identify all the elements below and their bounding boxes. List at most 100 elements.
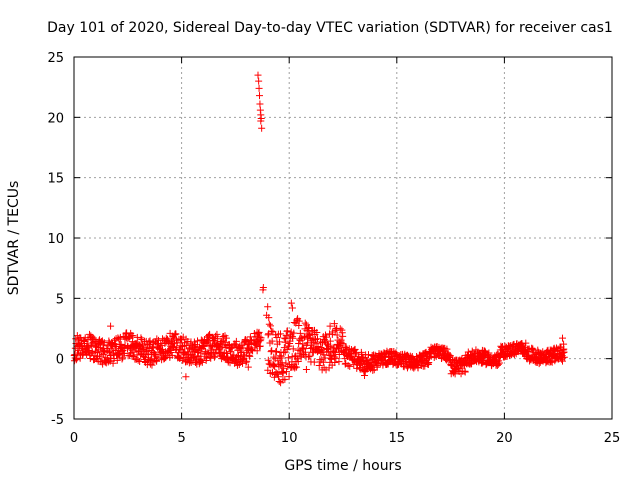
data-point xyxy=(289,334,297,342)
data-point xyxy=(242,358,250,366)
data-point xyxy=(235,361,243,369)
data-point xyxy=(182,373,190,381)
data-point xyxy=(335,358,343,366)
data-point xyxy=(214,335,222,343)
data-points xyxy=(70,71,568,387)
data-point xyxy=(317,347,325,355)
data-point xyxy=(310,358,318,366)
data-point xyxy=(275,338,283,346)
data-point xyxy=(332,354,340,362)
data-point xyxy=(373,363,381,371)
data-point xyxy=(282,368,290,376)
data-point xyxy=(253,347,261,355)
data-point xyxy=(333,331,341,339)
data-point xyxy=(284,354,292,362)
data-point xyxy=(270,353,278,361)
data-point xyxy=(243,357,251,365)
data-point xyxy=(346,362,354,370)
data-point xyxy=(149,343,157,351)
data-point xyxy=(326,322,334,330)
data-point xyxy=(205,332,213,340)
data-point xyxy=(168,351,176,359)
data-point xyxy=(304,330,312,338)
y-tick-label: 5 xyxy=(56,292,64,307)
data-point xyxy=(276,354,284,362)
data-point xyxy=(535,360,543,368)
data-point xyxy=(331,349,339,357)
data-point xyxy=(176,346,184,354)
data-point xyxy=(339,340,347,348)
data-point xyxy=(344,362,352,370)
y-axis-label: SDTVAR / TECUs xyxy=(6,181,22,296)
data-point xyxy=(108,345,116,353)
data-point xyxy=(118,355,126,363)
data-point xyxy=(279,369,287,377)
data-point xyxy=(197,349,205,357)
x-tick-label: 25 xyxy=(604,431,621,446)
data-point xyxy=(134,356,142,364)
data-point xyxy=(211,349,219,357)
data-point xyxy=(321,354,329,362)
y-tick-label: 15 xyxy=(47,172,64,187)
data-point xyxy=(219,333,227,341)
y-tick-label: 0 xyxy=(56,353,64,368)
data-point xyxy=(284,362,292,370)
data-point xyxy=(288,304,296,312)
data-point xyxy=(273,333,281,341)
data-point xyxy=(146,337,154,345)
data-point xyxy=(282,335,290,343)
data-point xyxy=(265,314,273,322)
data-point xyxy=(295,317,303,325)
data-point xyxy=(296,329,304,337)
data-point xyxy=(529,345,537,353)
data-point xyxy=(272,348,280,356)
data-point xyxy=(113,356,121,364)
data-point xyxy=(443,345,451,353)
x-tick-label: 0 xyxy=(70,431,78,446)
data-point xyxy=(119,354,127,362)
axis-ticks: 0 5 10 15 20 25 -5 0 5 10 15 20 25 xyxy=(47,51,620,446)
data-point xyxy=(289,345,297,353)
data-point xyxy=(290,329,298,337)
data-point xyxy=(282,332,290,340)
y-tick-label: 25 xyxy=(47,51,64,66)
data-point xyxy=(257,334,265,342)
data-point xyxy=(287,299,295,307)
data-point xyxy=(264,303,272,311)
data-point xyxy=(522,339,530,347)
data-point xyxy=(242,336,250,344)
data-point xyxy=(158,341,166,349)
data-point xyxy=(276,330,284,338)
data-point xyxy=(255,77,263,85)
data-point xyxy=(559,334,567,342)
data-point xyxy=(88,342,96,350)
data-point xyxy=(331,359,339,367)
data-point xyxy=(268,327,276,335)
data-point xyxy=(107,322,115,330)
data-point xyxy=(314,335,322,343)
data-point xyxy=(256,100,264,108)
data-point xyxy=(239,359,247,367)
data-point xyxy=(115,350,123,358)
data-point xyxy=(280,349,288,357)
data-point xyxy=(257,117,265,125)
data-point xyxy=(129,332,137,340)
data-point xyxy=(285,373,293,381)
data-point xyxy=(270,362,278,370)
data-point xyxy=(337,338,345,346)
data-point xyxy=(403,364,411,372)
data-point xyxy=(559,357,567,365)
data-point xyxy=(336,325,344,333)
data-point xyxy=(461,368,469,376)
data-point xyxy=(256,342,264,350)
chart-title: Day 101 of 2020, Sidereal Day-to-day VTE… xyxy=(47,20,613,36)
data-point xyxy=(268,337,276,345)
data-point xyxy=(315,362,323,370)
data-point xyxy=(207,354,215,362)
data-point xyxy=(273,347,281,355)
data-point xyxy=(305,324,313,332)
data-point xyxy=(259,286,267,294)
x-tick-label: 10 xyxy=(281,431,298,446)
data-point xyxy=(265,320,273,328)
